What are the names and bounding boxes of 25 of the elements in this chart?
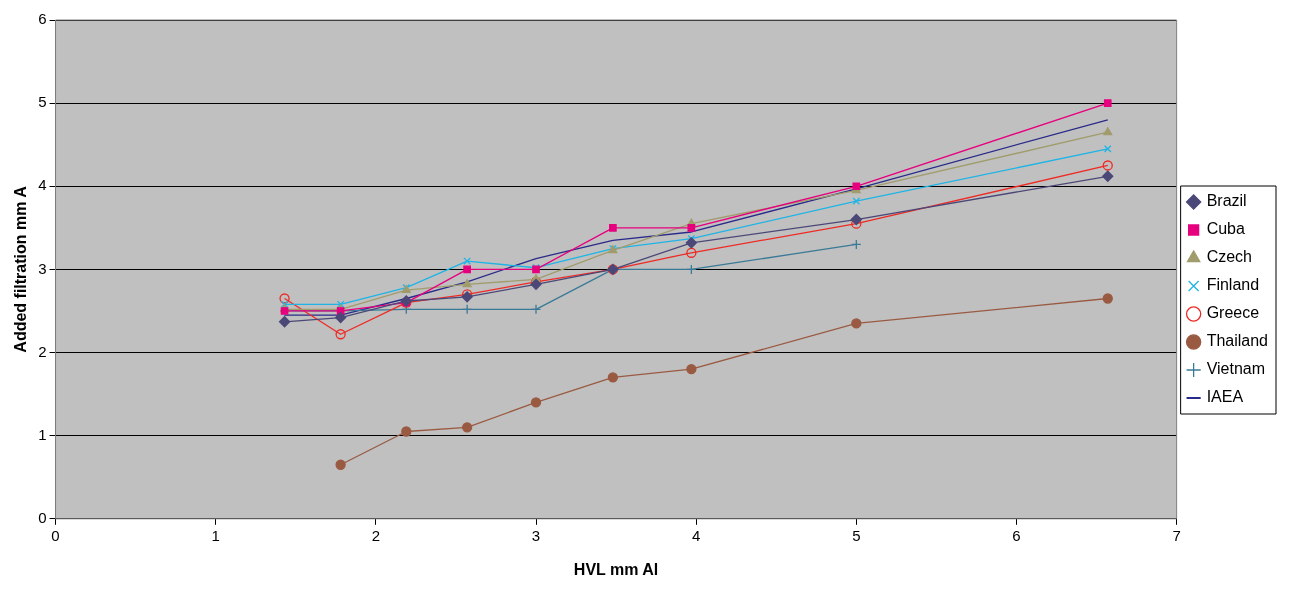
y-axis-title: Added filtration mm A	[12, 185, 30, 353]
y-tick-label: 4	[38, 176, 47, 194]
x-tick-label: 0	[51, 526, 60, 544]
y-tick-label: 6	[38, 10, 47, 28]
legend-label: IAEA	[1206, 388, 1244, 406]
legend-label: Czech	[1206, 248, 1252, 266]
x-axis-title: HVL mm Al	[573, 560, 659, 578]
y-tick-label: 2	[38, 342, 47, 360]
legend-label: Finland	[1206, 276, 1260, 294]
legend-label: Greece	[1206, 304, 1260, 322]
y-tick-label: 3	[38, 259, 47, 277]
x-tick-label: 2	[371, 526, 381, 544]
legend-label: Vietnam	[1206, 360, 1266, 378]
y-tick-label: 1	[38, 425, 47, 443]
legend-label: Brazil	[1206, 192, 1247, 210]
x-tick-label: 3	[531, 526, 541, 544]
x-tick-label: 5	[852, 526, 861, 544]
x-tick-label: 7	[1172, 526, 1181, 544]
x-tick-label: 4	[691, 526, 701, 544]
y-tick-label: 5	[38, 93, 47, 111]
x-tick-label: 6	[1012, 526, 1021, 544]
x-tick-label: 1	[211, 526, 220, 544]
legend-label: Thailand	[1206, 332, 1268, 350]
y-tick-label: 0	[38, 508, 47, 526]
legend-label: Cuba	[1206, 220, 1245, 238]
